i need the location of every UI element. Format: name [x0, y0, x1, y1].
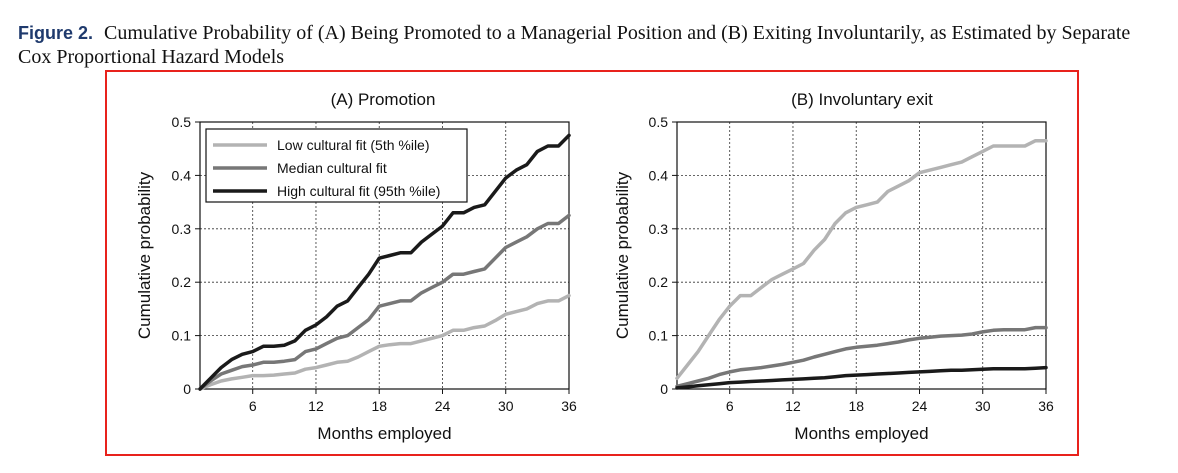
panel-b-ytick-label: 0.2	[649, 274, 669, 290]
panel-b-xtick-label: 24	[912, 398, 928, 414]
panel-a-plot-frame	[199, 121, 570, 390]
panel-a-series-line-2	[198, 133, 571, 391]
panel-a-xtick-label: 18	[371, 398, 387, 414]
panel-b-series-line-0	[675, 138, 1048, 381]
legend-label-0: Low cultural fit (5th %ile)	[277, 137, 430, 153]
legend-label-1: Median cultural fit	[277, 160, 387, 176]
panel-a-ytick-label: 0.1	[172, 328, 192, 344]
panel-a-ytick-label: 0.5	[172, 114, 192, 130]
panel-b-ytick-label: 0.4	[649, 167, 669, 183]
panel-a-ytick-label: 0.2	[172, 274, 192, 290]
panel-a-ytick-label: 0.3	[172, 221, 192, 237]
panel-b-y-axis-title: Cumulative probability	[613, 171, 632, 339]
legend-label-2: High cultural fit (95th %ile)	[277, 183, 440, 199]
panel-a-xtick-label: 36	[561, 398, 577, 414]
figure-caption: Figure 2. Cumulative Probability of (A) …	[18, 21, 1168, 69]
panel-a-x-axis-title: Months employed	[317, 424, 451, 443]
panel-a-y-axis-title: Cumulative probability	[135, 171, 154, 339]
panel-b-series-line-1	[675, 325, 1048, 389]
figure-caption-text: Cumulative Probability of (A) Being Prom…	[18, 22, 1131, 68]
panel-a-xtick-label: 24	[435, 398, 451, 414]
panel-b-ytick-label: 0.5	[649, 114, 669, 130]
panel-b-xtick-label: 30	[975, 398, 991, 414]
panel-b-ytick-label: 0	[660, 381, 668, 397]
panel-a-ytick-label: 0	[183, 381, 191, 397]
panel-a-xtick-label: 12	[308, 398, 324, 414]
panel-b-plot-frame	[676, 121, 1047, 390]
figure-label: Figure 2.	[18, 23, 94, 43]
panel-b-ytick-label: 0.3	[649, 221, 669, 237]
panel-b-xtick-label: 6	[726, 398, 734, 414]
panel-a-title: (A) Promotion	[331, 90, 436, 109]
panel-a-series-line-0	[198, 293, 571, 391]
panel-b-xtick-label: 12	[785, 398, 801, 414]
panel-b-series-line-2	[675, 365, 1048, 390]
figure-highlight-frame	[105, 70, 1079, 456]
panel-b-ytick-label: 0.1	[649, 328, 669, 344]
panel-b-title: (B) Involuntary exit	[791, 90, 933, 109]
panel-b-xtick-label: 18	[848, 398, 864, 414]
panel-b-x-axis-title: Months employed	[794, 424, 928, 443]
panel-a-ytick-label: 0.4	[172, 167, 192, 183]
panel-a-xtick-label: 30	[498, 398, 514, 414]
panel-b-xtick-label: 36	[1038, 398, 1054, 414]
panel-a-xtick-label: 6	[249, 398, 257, 414]
panel-a-series-line-1	[198, 213, 571, 391]
